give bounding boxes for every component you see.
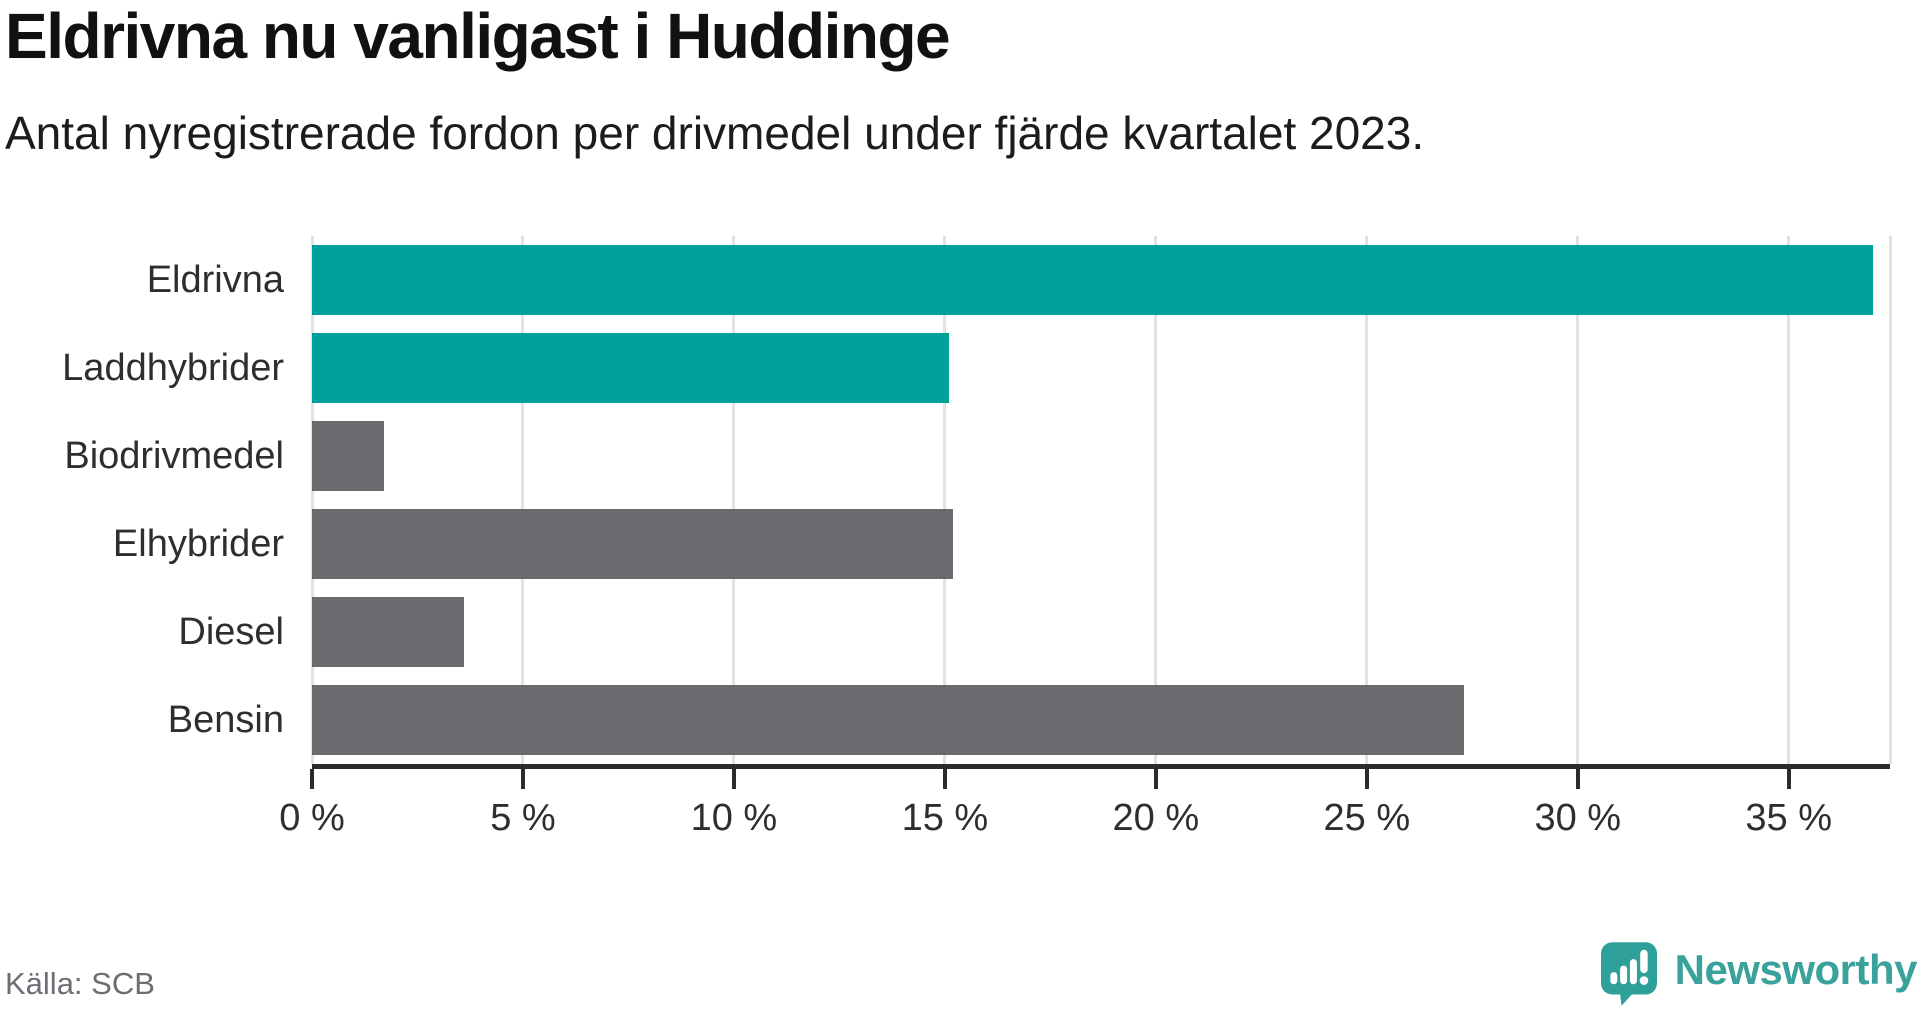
x-tick-mark (1575, 769, 1580, 789)
bar (312, 333, 950, 403)
x-tick-mark (942, 769, 947, 789)
bar (312, 685, 1464, 755)
gridline (521, 236, 525, 764)
gridline (1154, 236, 1158, 764)
category-label: Biodrivmedel (64, 435, 284, 477)
x-tick-label: 10 % (690, 797, 778, 839)
gridline (732, 236, 736, 764)
bar (312, 597, 464, 667)
bar (312, 421, 384, 491)
bar (312, 245, 1874, 315)
newsworthy-pin-icon (1600, 942, 1657, 1006)
category-label: Diesel (178, 611, 284, 653)
x-axis-line (312, 764, 1890, 769)
bar (312, 509, 954, 579)
x-tick-label: 5 % (490, 797, 556, 839)
chart-subtitle: Antal nyregistrerade fordon per drivmede… (5, 107, 1425, 159)
x-tick-label: 30 % (1534, 797, 1622, 839)
category-label: Elhybrider (112, 523, 284, 565)
gridline (1365, 236, 1369, 764)
x-tick-label: 0 % (279, 797, 345, 839)
gridline (943, 236, 947, 764)
chart-title: Eldrivna nu vanligast i Huddinge (5, 0, 951, 72)
x-tick-mark (731, 769, 736, 789)
x-tick-label: 35 % (1745, 797, 1833, 839)
x-tick-mark (310, 769, 314, 789)
gridline (1888, 236, 1892, 764)
gridline (1787, 236, 1791, 764)
x-tick-label: 25 % (1323, 797, 1411, 839)
x-tick-mark (1364, 769, 1369, 789)
plot-area (310, 236, 1892, 764)
gridline (310, 236, 314, 764)
x-tick-mark (1786, 769, 1791, 789)
x-tick-label: 15 % (901, 797, 989, 839)
category-label: Eldrivna (146, 259, 284, 301)
x-tick-mark (520, 769, 525, 789)
category-label: Bensin (167, 699, 284, 741)
source-note: Källa: SCB (5, 966, 155, 1001)
brand-wordmark: Newsworthy (1674, 946, 1918, 993)
gridline (1576, 236, 1580, 764)
x-tick-mark (1153, 769, 1158, 789)
x-tick-label: 20 % (1112, 797, 1200, 839)
newsworthy-logo: Newsworthy (1600, 938, 1918, 1010)
category-label: Laddhybrider (62, 347, 284, 389)
